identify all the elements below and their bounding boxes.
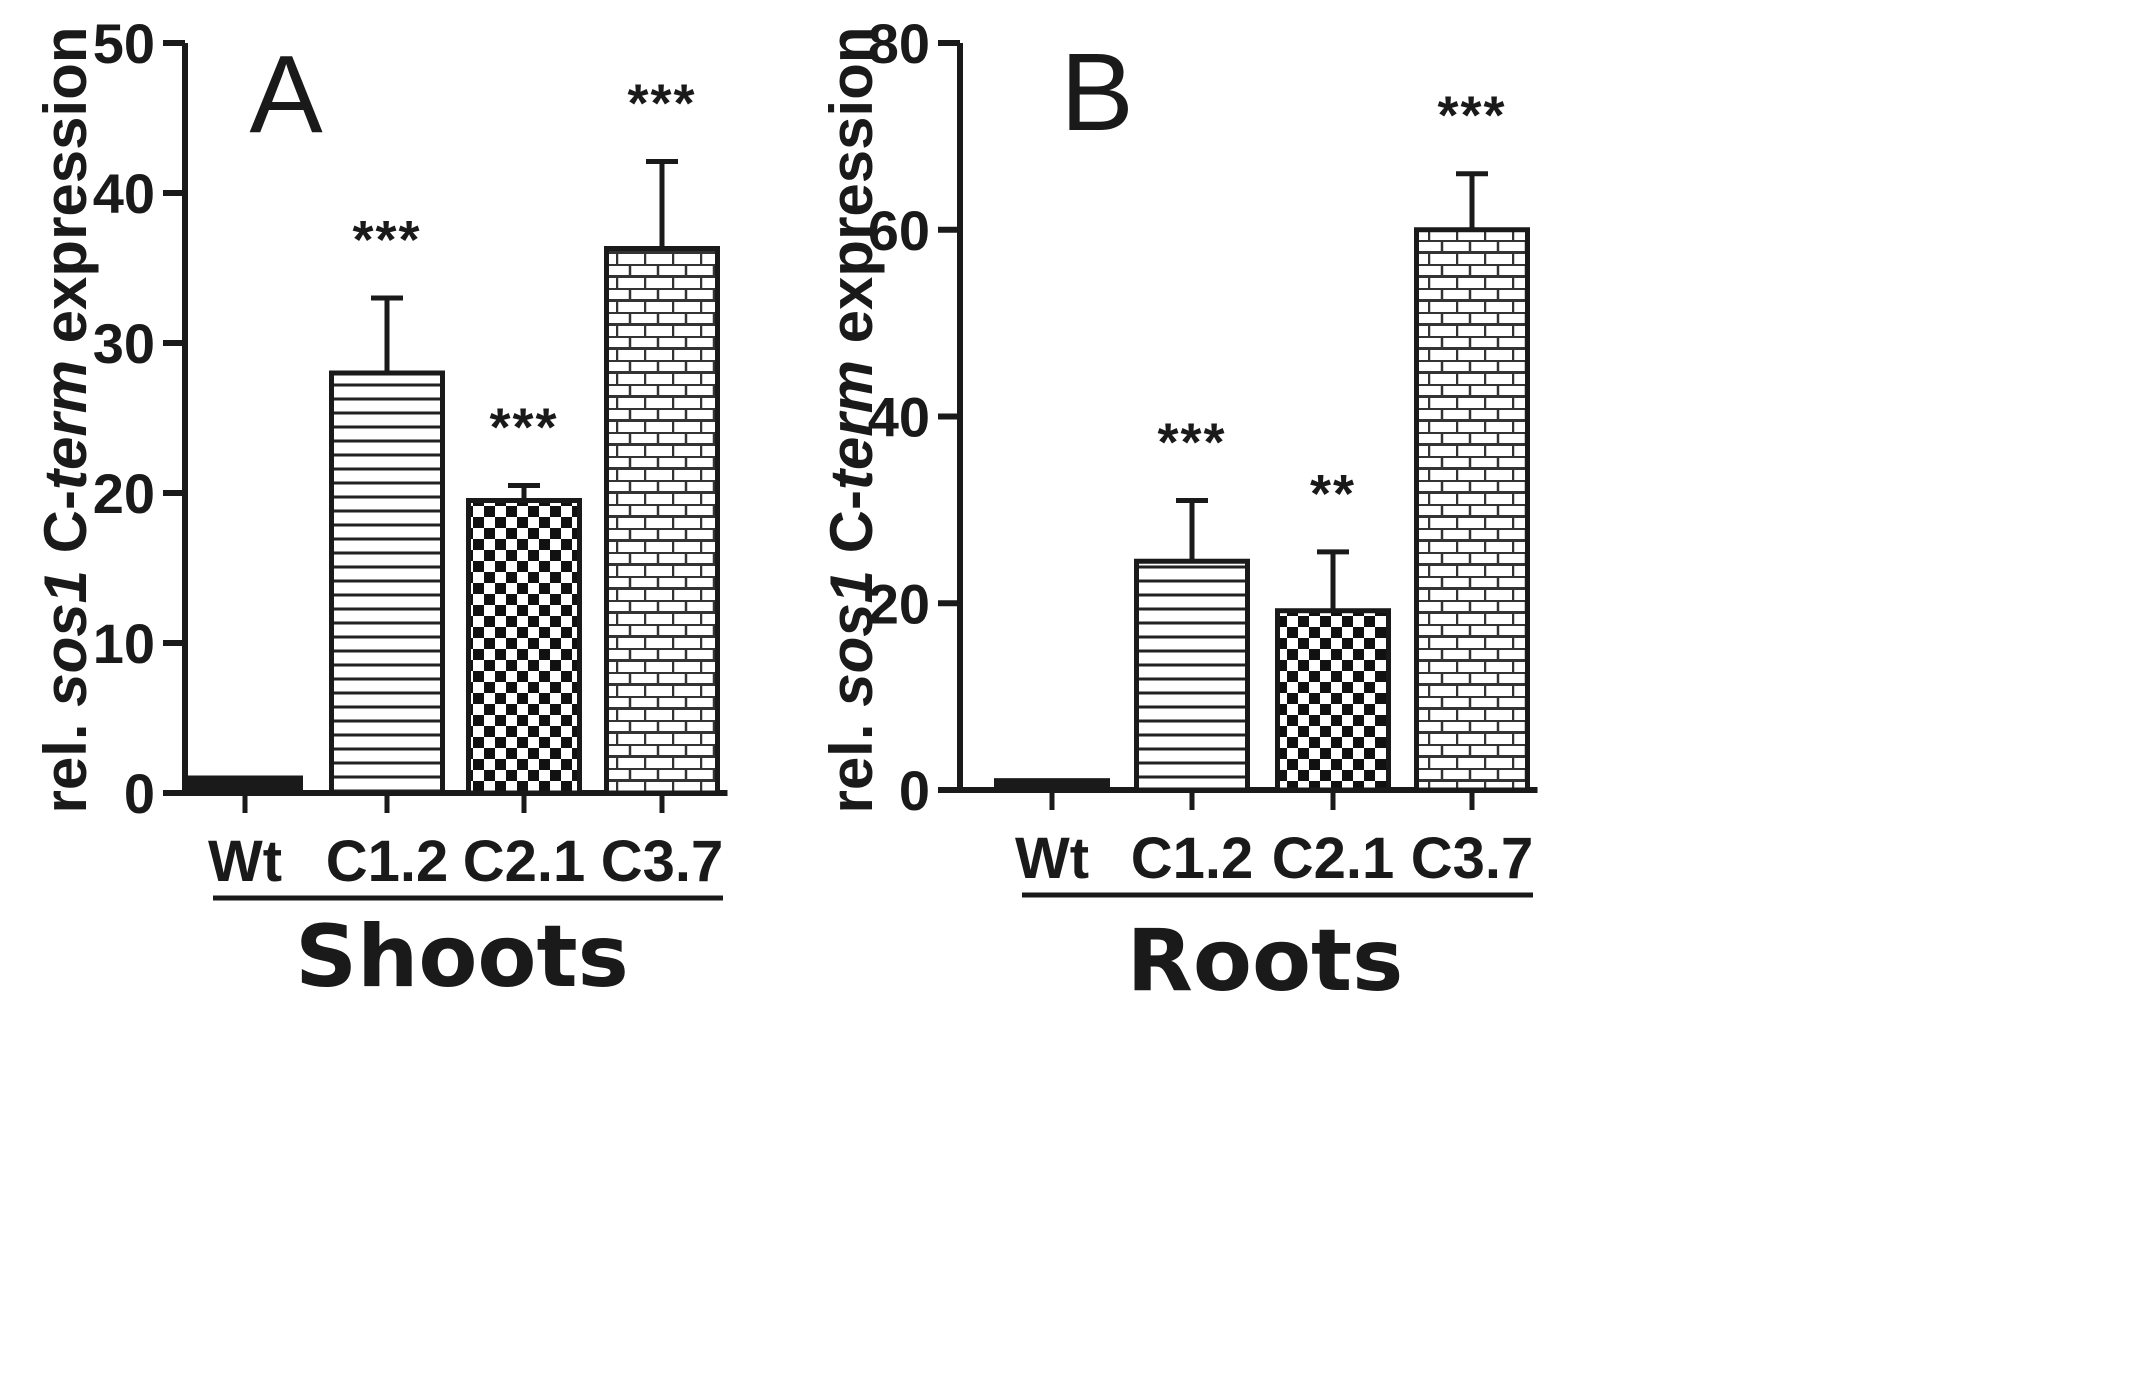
- category-label: C2.1: [463, 829, 586, 894]
- y-tick-label: 10: [93, 612, 155, 675]
- y-axis-label-part: rel.: [818, 707, 885, 814]
- y-tick-label: 0: [124, 762, 155, 825]
- y-axis-label: rel. sos1 C-term expression: [818, 26, 885, 813]
- panel-b-roots: 0 20 40 60 80 Wt C1.2 *** C2.1 ** C3.7 *** Roots Brel…: [818, 12, 1538, 1011]
- y-axis-label-part: rel.: [32, 707, 99, 814]
- y-axis-label-part: C-: [32, 490, 99, 570]
- y-axis-label: rel. sos1 C-term expression: [32, 26, 99, 813]
- bar-wt: [994, 778, 1110, 793]
- category-label: C3.7: [1411, 826, 1534, 891]
- y-axis-label-part: expression: [818, 26, 885, 360]
- bar-wt: [187, 775, 303, 796]
- category-label: C2.1: [1272, 826, 1395, 891]
- panel-a-shoots: 0 10 20 30 40 50 Wt C1.2 *** C2.1 *** C3.7 *** Shoots…: [32, 12, 728, 1007]
- bar-c2-1: [466, 498, 582, 796]
- significance-label: **: [1310, 464, 1356, 524]
- category-label: Wt: [1015, 826, 1089, 891]
- significance-label: ***: [627, 74, 696, 134]
- y-tick-label: 40: [868, 386, 930, 449]
- bar-c1-2: [329, 370, 445, 796]
- category-label: C1.2: [326, 829, 449, 894]
- y-axis-label-part: expression: [32, 26, 99, 360]
- y-tick-label: 30: [93, 312, 155, 375]
- y-axis-label-part: term: [32, 360, 99, 490]
- y-tick-label: 20: [93, 462, 155, 525]
- significance-label: ***: [1437, 86, 1506, 146]
- significance-label: ***: [1157, 413, 1226, 473]
- panel-letter: A: [249, 33, 323, 156]
- y-tick-label: 60: [868, 199, 930, 262]
- significance-label: ***: [489, 398, 558, 458]
- y-tick-label: 20: [868, 572, 930, 635]
- y-tick-label: 80: [868, 12, 930, 75]
- category-label: Wt: [208, 829, 282, 894]
- group-label: Shoots: [295, 907, 629, 1007]
- bar-c3-7: [1414, 227, 1530, 793]
- y-axis-label-part: term: [818, 360, 885, 490]
- group-label: Roots: [1127, 911, 1404, 1011]
- bar-c1-2: [1134, 558, 1250, 793]
- y-tick-label: 0: [899, 759, 930, 822]
- bar-c3-7: [604, 246, 720, 796]
- category-label: C3.7: [601, 829, 724, 894]
- y-tick-label: 50: [93, 12, 155, 75]
- y-axis-label-part: sos1: [818, 570, 885, 707]
- category-label: C1.2: [1131, 826, 1254, 891]
- significance-label: ***: [352, 210, 421, 270]
- y-tick-label: 40: [93, 162, 155, 225]
- bar-c2-1: [1275, 608, 1391, 793]
- panel-letter: B: [1060, 31, 1133, 154]
- y-axis-label-part: sos1: [32, 570, 99, 707]
- y-axis-label-part: C-: [818, 490, 885, 570]
